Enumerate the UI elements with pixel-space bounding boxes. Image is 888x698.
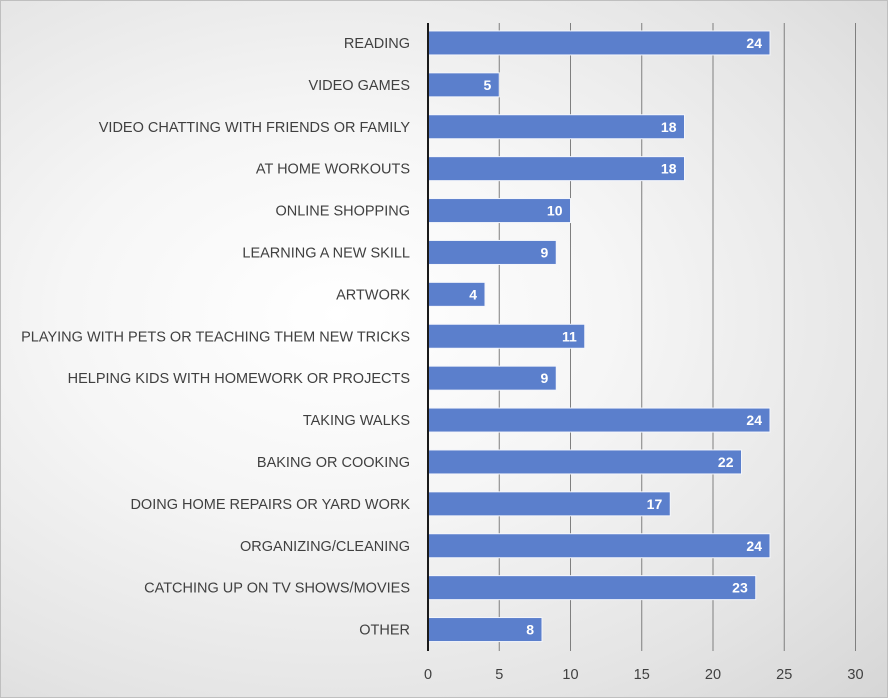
data-label: 18 xyxy=(661,161,677,177)
bar xyxy=(427,449,742,475)
data-label: 17 xyxy=(647,496,663,512)
category-label: TAKING WALKS xyxy=(303,413,410,429)
data-label: 11 xyxy=(562,328,577,344)
category-label: AT HOME WORKOUTS xyxy=(256,162,410,178)
bar xyxy=(427,323,586,349)
category-labels: READING VIDEO GAMES VIDEO CHATTING WITH FR… xyxy=(21,36,410,639)
x-tick-label: 5 xyxy=(495,667,503,683)
data-label: 9 xyxy=(540,370,548,386)
bar xyxy=(427,491,671,517)
category-label: ONLINE SHOPPING xyxy=(275,204,410,220)
category-label: PLAYING WITH PETS OR TEACHING THEM NEW T… xyxy=(21,329,410,345)
bar xyxy=(427,365,557,391)
category-label: ARTWORK xyxy=(336,287,410,303)
bar xyxy=(427,575,757,601)
data-label: 24 xyxy=(746,35,762,51)
category-label: ORGANIZING/CLEANING xyxy=(240,539,410,555)
category-label: VIDEO CHATTING WITH FRIENDS OR FAMILY xyxy=(99,120,411,136)
data-label: 24 xyxy=(746,412,762,428)
category-label: BAKING OR COOKING xyxy=(257,455,410,471)
x-tick-label: 30 xyxy=(847,667,863,683)
data-label: 4 xyxy=(469,286,477,302)
category-label: DOING HOME REPAIRS OR YARD WORK xyxy=(130,497,410,513)
bar xyxy=(427,239,557,265)
category-label: VIDEO GAMES xyxy=(308,78,410,94)
data-label: 9 xyxy=(540,244,548,260)
category-label: READING xyxy=(344,36,410,52)
bar xyxy=(427,156,685,182)
x-tick-label: 0 xyxy=(424,667,432,683)
data-label: 5 xyxy=(483,77,491,93)
data-label: 18 xyxy=(661,119,677,135)
bar xyxy=(427,114,685,140)
bar xyxy=(427,281,486,307)
data-label: 10 xyxy=(547,203,563,219)
category-label: OTHER xyxy=(359,623,410,639)
data-labels: 24 5 18 18 10 9 4 11 9 24 22 17 24 23 8 xyxy=(469,35,762,638)
data-label: 22 xyxy=(718,454,734,470)
bar xyxy=(427,533,771,559)
x-tick-label: 20 xyxy=(705,667,721,683)
bar xyxy=(427,617,543,643)
x-tick-label: 15 xyxy=(634,667,650,683)
data-label: 8 xyxy=(526,622,534,638)
category-label: LEARNING A NEW SKILL xyxy=(242,245,410,261)
data-label: 24 xyxy=(746,538,762,554)
bars xyxy=(427,30,771,643)
category-label: HELPING KIDS WITH HOMEWORK OR PROJECTS xyxy=(68,371,410,387)
x-tick-labels: 0 5 10 15 20 25 30 xyxy=(424,667,864,683)
data-label: 23 xyxy=(732,580,748,596)
x-tick-label: 10 xyxy=(562,667,578,683)
bar xyxy=(427,30,771,56)
bar xyxy=(427,72,500,98)
category-label: CATCHING UP ON TV SHOWS/MOVIES xyxy=(144,581,410,597)
bar xyxy=(427,407,771,433)
x-tick-label: 25 xyxy=(776,667,792,683)
